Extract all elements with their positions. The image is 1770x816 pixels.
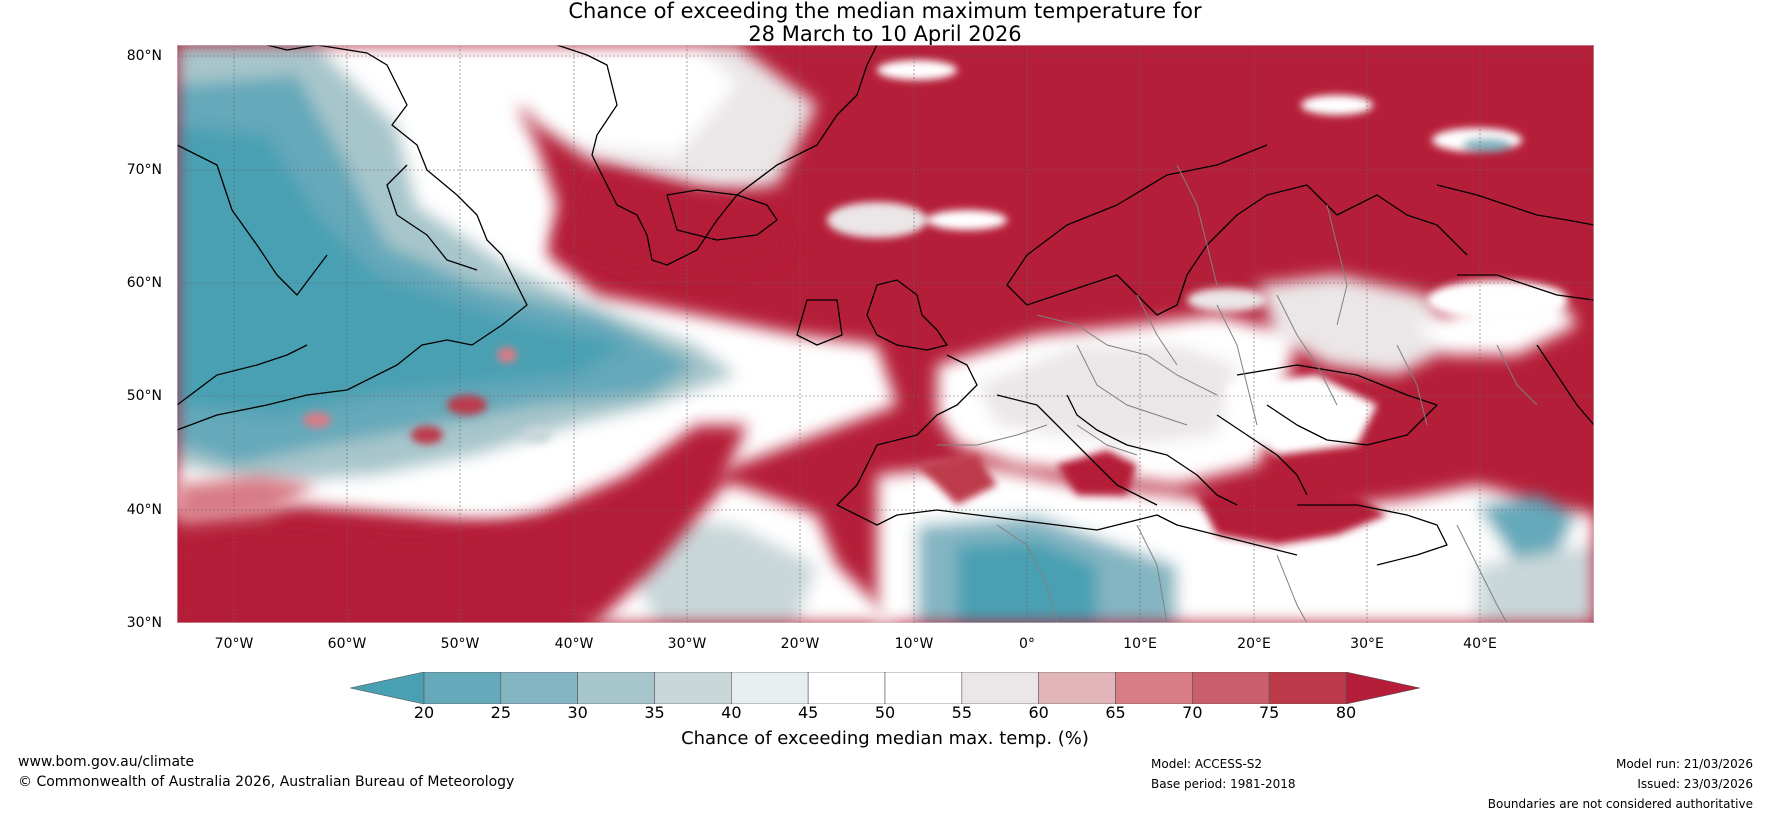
forecast-map-svg [177,45,1594,623]
footer-copyright: © Commonwealth of Australia 2026, Austra… [18,774,515,790]
colorbar-tick-40: 40 [721,703,742,722]
lat-label-40n: 40°N [126,502,162,518]
colorbar-bin-70-75 [1192,672,1270,704]
colorbar-bin-60-65 [1038,672,1116,704]
footer-model: Model: ACCESS-S2 [1151,757,1263,771]
colorbar [350,672,1420,704]
colorbar-tick-60: 60 [1028,703,1049,722]
footer-issued: Issued: 23/03/2026 [1637,777,1753,791]
scattered-anomaly-blobs [303,60,1567,444]
colorbar-bin-50-55 [884,672,963,704]
colorbar-tick-70: 70 [1182,703,1203,722]
colorbar-bin-20-25 [423,672,502,704]
cool-anomaly-regions [177,45,897,623]
mediterranean-warm [917,375,1387,545]
colorbar-tick-35: 35 [644,703,665,722]
southern-warm-band [177,165,797,623]
colorbar-tick-80: 80 [1335,703,1357,722]
coastlines [177,45,1594,566]
lon-label-40w: 40°W [554,636,594,652]
lon-label-50w: 50°W [440,636,480,652]
colorbar-bin-40-45 [731,672,809,704]
lon-label-60w: 60°W [327,636,367,652]
map-title-line-2: 28 March to 10 April 2026 [748,22,1022,46]
lon-label-10e: 10°E [1123,636,1157,652]
colorbar-bin-30-35 [577,672,655,704]
colorbar-extension-low [350,672,425,704]
forecast-map [177,45,1594,623]
lon-label-10w: 10°W [894,636,934,652]
lat-label-30n: 30°N [126,615,162,631]
colorbar-bin-65-70 [1115,672,1193,704]
colorbar-tick-50: 50 [874,703,896,722]
lat-label-70n: 70°N [126,162,162,178]
lat-label-60n: 60°N [126,275,162,291]
colorbar-tick-30: 30 [567,703,588,722]
lon-label-30w: 30°W [667,636,707,652]
colorbar-bin-45-50 [807,672,886,704]
footer-website: www.bom.gov.au/climate [18,754,195,770]
colorbar-bin-35-40 [654,672,732,704]
lat-label-80n: 80°N [126,48,162,64]
colorbar-cells [350,672,1420,704]
lon-label-20e: 20°E [1237,636,1271,652]
colorbar-tick-65: 65 [1105,703,1126,722]
colorbar-tick-55: 55 [951,703,973,722]
footer-model-run: Model run: 21/03/2026 [1615,757,1753,771]
map-title-line-1: Chance of exceeding the median maximum t… [568,0,1202,23]
footer-disclaimer: Boundaries are not considered authoritat… [1487,797,1753,811]
lon-label-70w: 70°W [214,636,254,652]
lon-label-0: 0° [1019,636,1035,652]
colorbar-extension-high [1345,672,1420,704]
colorbar-label: Chance of exceeding median max. temp. (%… [681,728,1089,749]
colorbar-tick-25: 25 [490,703,512,722]
colorbar-tick-45: 45 [797,703,819,722]
lon-label-30e: 30°E [1350,636,1384,652]
graticule [177,45,1594,623]
colorbar-bin-75-80 [1268,672,1347,704]
map-title: Chance of exceeding the median maximum t… [0,0,1770,46]
lon-label-20w: 20°W [780,636,820,652]
colorbar-bin-25-30 [500,672,578,704]
footer-base-period: Base period: 1981-2018 [1151,777,1296,791]
colorbar-tick-75: 75 [1258,703,1280,722]
map-frame [177,45,1594,623]
lat-label-50n: 50°N [126,388,162,404]
colorbar-tick-20: 20 [413,703,435,722]
lon-label-40e: 40°E [1463,636,1497,652]
colorbar-bin-55-60 [961,672,1039,704]
country-borders [937,164,1538,623]
